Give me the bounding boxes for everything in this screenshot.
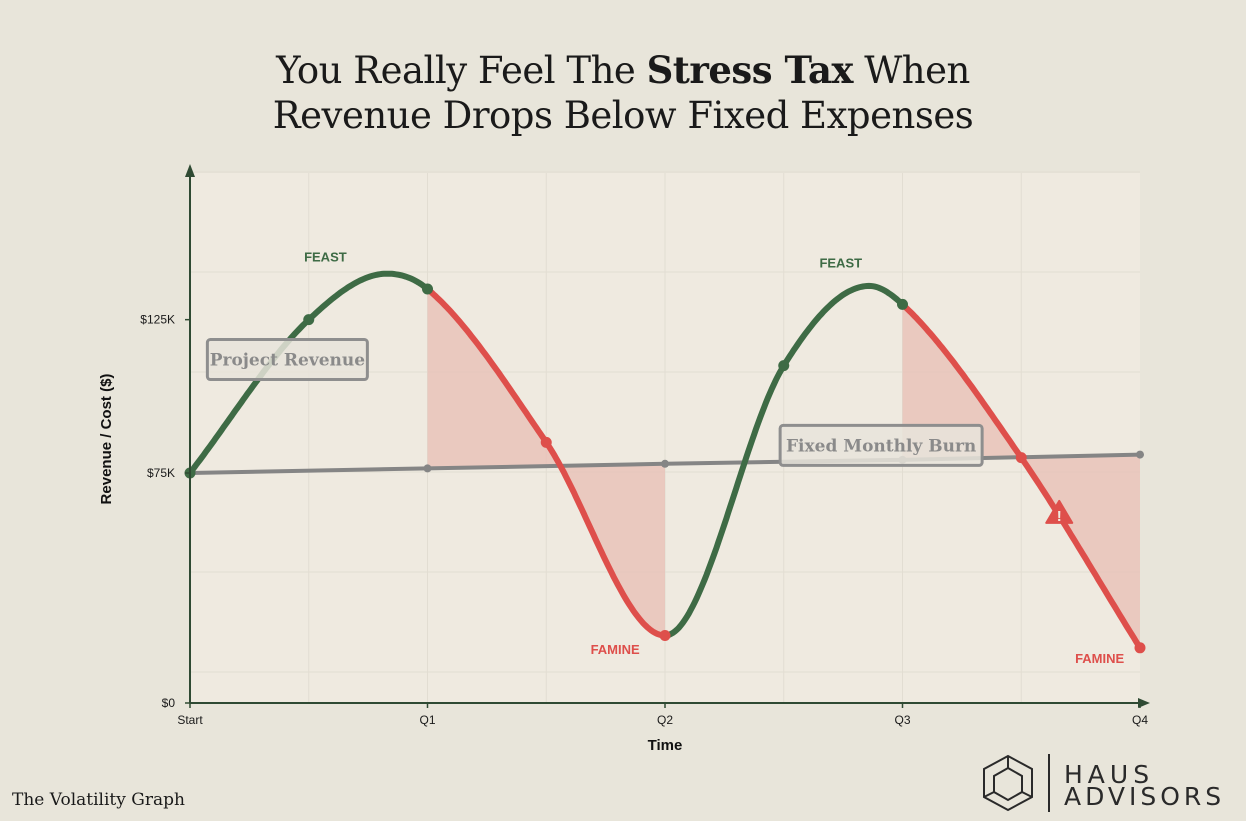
revenue-point [1134, 642, 1146, 654]
x-tick-label: Q4 [1132, 713, 1148, 727]
famine-label: FAMINE [591, 642, 640, 657]
series-label: Project Revenue [210, 351, 366, 371]
series-label-box [778, 423, 984, 467]
x-tick-label: Q3 [894, 713, 910, 727]
stress-shaded-region [902, 304, 1140, 648]
revenue-point [303, 314, 315, 326]
y-tick-label: $0 [162, 696, 176, 710]
series-label: Fixed Monthly Burn [786, 436, 976, 456]
burn-point [423, 464, 432, 473]
logo-line-1: HAUS [1064, 760, 1155, 789]
title-line-1: You Really Feel The Stress Tax When [276, 48, 970, 92]
x-tick-label: Start [177, 713, 203, 727]
feast-label: FEAST [819, 256, 862, 271]
revenue-point [422, 283, 433, 295]
burn-point [661, 459, 669, 468]
revenue-point [897, 298, 908, 310]
warning-icon-mark: ! [1057, 508, 1062, 525]
revenue-point [1015, 452, 1027, 464]
logo-divider [1048, 754, 1050, 812]
title-line-2: Revenue Drops Below Fixed Expenses [272, 94, 974, 137]
logo-line-2: ADVISORS [1064, 782, 1226, 811]
revenue-point [659, 630, 671, 642]
chart-title: You Really Feel The Stress Tax When Reve… [0, 48, 1246, 138]
logo-wordmark: HAUS ADVISORS [1064, 760, 1226, 811]
stress-shaded-region [427, 289, 665, 636]
feast-label: FEAST [304, 249, 347, 264]
x-axis-arrow [1138, 698, 1150, 708]
y-tick-label: $125K [140, 313, 175, 327]
hexagon-cube-icon [983, 754, 1049, 812]
famine-label: FAMINE [1075, 651, 1124, 666]
warning-icon [1045, 499, 1074, 524]
y-axis-label: Revenue / Cost ($) [98, 374, 115, 505]
x-tick-label: Q1 [419, 713, 435, 727]
revenue-point [778, 360, 790, 372]
series-label-box [205, 338, 369, 382]
brand-logo: HAUS ADVISORS [980, 752, 1240, 816]
burn-point [1136, 450, 1144, 459]
title-emphasis: Stress Tax [646, 48, 854, 92]
footer-caption: The Volatility Graph [12, 790, 185, 810]
y-axis-arrow [185, 164, 195, 177]
x-tick-label: Q2 [657, 713, 673, 727]
revenue-point [540, 436, 552, 448]
y-tick-label: $75K [147, 466, 175, 480]
x-axis-label: Time [648, 737, 683, 754]
